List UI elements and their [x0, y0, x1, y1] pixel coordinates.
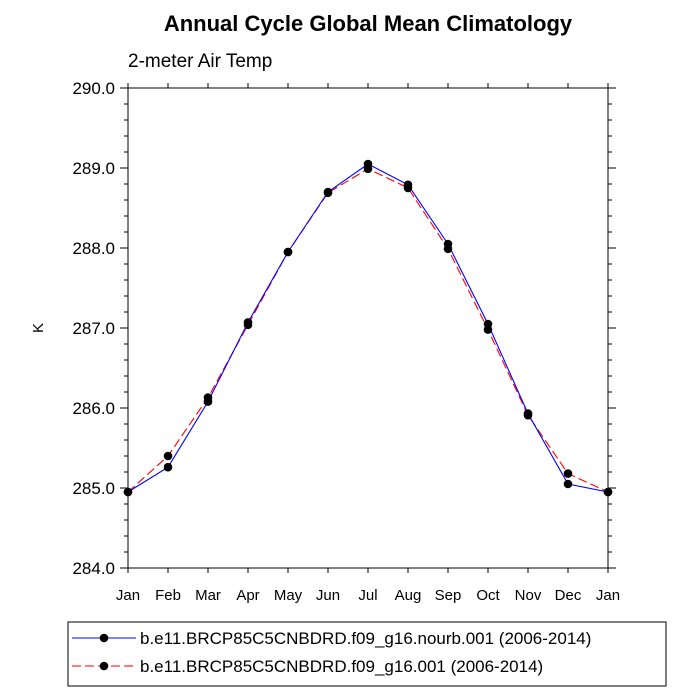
legend-label-2: b.e11.BRCP85C5CNBDRD.f09_g16.001 (2006-2… — [140, 657, 543, 676]
x-tick-label: Jan — [596, 587, 620, 604]
y-tick-label: 285.0 — [72, 479, 115, 498]
legend-marker-2 — [99, 661, 109, 671]
x-tick-label: Mar — [195, 587, 221, 604]
x-tick-label: Dec — [555, 587, 582, 604]
legend-box — [67, 621, 667, 687]
y-tick-label: 284.0 — [72, 559, 115, 578]
x-tick-label: Aug — [395, 587, 422, 604]
series-1-point — [163, 462, 173, 472]
x-tick-label: Sep — [435, 587, 462, 604]
y-tick-label: 286.0 — [72, 399, 115, 418]
y-axis-label: K — [30, 323, 47, 333]
y-tick-label: 287.0 — [72, 319, 115, 338]
series-1-point — [243, 318, 253, 327]
x-tick-label: Apr — [236, 587, 259, 604]
x-tick-label: Nov — [515, 587, 542, 604]
series-2-point — [163, 451, 173, 461]
chart-subtitle: 2-meter Air Temp — [128, 51, 272, 72]
series-1-point — [363, 159, 373, 169]
series-1-point — [283, 247, 293, 257]
x-tick-label: May — [274, 587, 303, 604]
series-1-point — [483, 319, 493, 329]
legend: b.e11.BRCP85C5CNBDRD.f09_g16.nourb.001 (… — [72, 629, 591, 676]
legend-label-1: b.e11.BRCP85C5CNBDRD.f09_g16.nourb.001 (… — [140, 629, 591, 648]
series-1-point — [563, 479, 573, 489]
y-tick-label: 290.0 — [72, 79, 115, 98]
x-tick-label: Feb — [155, 587, 181, 604]
axis-ticks — [120, 83, 616, 573]
series-line-1 — [127, 163, 609, 493]
x-tick-label: Oct — [476, 587, 500, 604]
x-tick-label: Jun — [316, 587, 340, 604]
y-tick-label: 288.0 — [72, 239, 115, 258]
series-line-2 — [127, 168, 609, 493]
x-tick-label: Jul — [358, 587, 377, 604]
legend-marker-1 — [99, 633, 109, 643]
chart-title: Annual Cycle Global Mean Climatology — [164, 11, 573, 36]
series-1-point — [403, 180, 413, 190]
y-tick-labels: 284.0 285.0 286.0 287.0 288.0 289.0 290.0 — [72, 79, 115, 578]
series-2-point — [563, 469, 573, 478]
x-tick-labels: Jan Feb Mar Apr May Jun Jul Aug Sep Oct Nov Dec Jan — [116, 587, 620, 604]
x-tick-label: Jan — [116, 587, 140, 604]
series-1-point — [603, 487, 613, 497]
series-layer — [123, 159, 613, 497]
series-1-point — [443, 239, 453, 249]
series-1-point — [523, 409, 533, 418]
y-tick-label: 289.0 — [72, 159, 115, 178]
series-1-point — [203, 397, 213, 406]
series-1-point — [123, 487, 133, 497]
series-1-point — [323, 187, 333, 197]
